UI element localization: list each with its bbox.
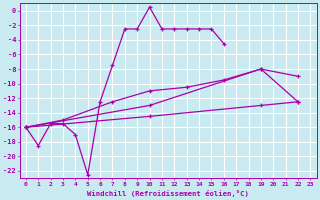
X-axis label: Windchill (Refroidissement éolien,°C): Windchill (Refroidissement éolien,°C) xyxy=(87,190,249,197)
